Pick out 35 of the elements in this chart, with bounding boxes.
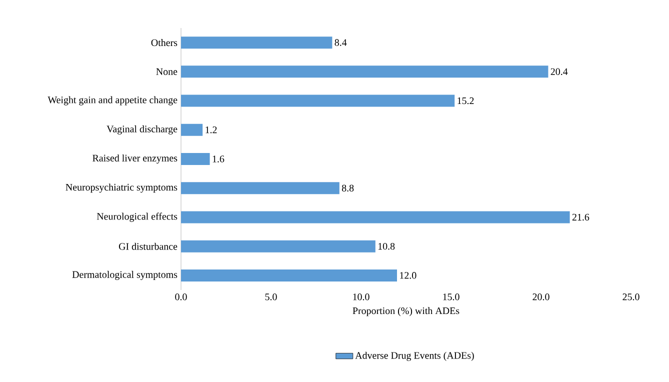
- bar: [181, 269, 398, 282]
- x-tick-label: 25.0: [622, 294, 640, 300]
- bar: [181, 36, 332, 49]
- data-label: 20.4: [550, 68, 568, 76]
- x-tick-label: 5.0: [265, 294, 277, 300]
- x-tick-label: 10.0: [353, 294, 370, 300]
- y-tick-label: Neuropsychiatric symptoms: [66, 184, 178, 193]
- data-label: 1.2: [206, 126, 217, 134]
- data-label: 1.6: [212, 156, 224, 162]
- y-tick-label: Others: [151, 39, 178, 46]
- x-tick-label: 15.0: [443, 294, 460, 300]
- data-label: 8.8: [342, 184, 354, 192]
- x-axis-title: Proportion (%) with ADEs: [352, 307, 460, 316]
- x-tick-label: 0.0: [175, 294, 187, 300]
- bar: [181, 94, 455, 107]
- data-label: 10.8: [378, 242, 395, 250]
- data-label: 21.6: [572, 214, 590, 221]
- bar: [181, 240, 376, 252]
- y-tick-label: None: [156, 68, 178, 75]
- data-label: 15.2: [458, 97, 474, 104]
- bar: [181, 182, 340, 194]
- y-tick-label: Vaginal discharge: [106, 125, 178, 134]
- y-tick-label: Dermatological symptoms: [72, 270, 178, 280]
- bar: [181, 153, 210, 166]
- data-label: 8.4: [334, 39, 347, 46]
- bar: [181, 66, 548, 78]
- legend-label: Adverse Drug Events (ADEs): [355, 352, 474, 361]
- y-tick-label: Raised liver enzymes: [92, 154, 178, 164]
- bar: [181, 211, 570, 224]
- data-label: 12.0: [400, 272, 416, 279]
- y-tick-label: Neurological effects: [96, 212, 178, 222]
- y-tick-label: GI disturbance: [118, 242, 178, 250]
- bar: [181, 124, 203, 136]
- x-tick-label: 20.0: [532, 294, 550, 300]
- y-tick-label: Weight gain and appetite change: [48, 96, 178, 106]
